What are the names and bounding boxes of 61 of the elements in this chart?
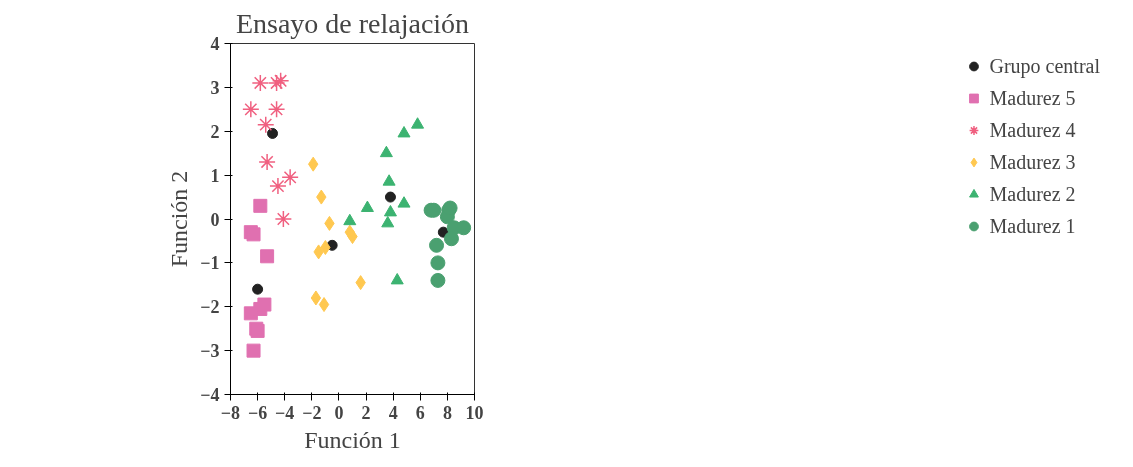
- point: [411, 117, 425, 129]
- y-tick-label: −4: [200, 385, 220, 405]
- point: [381, 215, 395, 228]
- y-tick-label: 0: [210, 209, 220, 230]
- point: [383, 204, 397, 217]
- point: [267, 127, 279, 139]
- legend-label: Madurez 3: [989, 150, 1076, 174]
- point: [267, 74, 286, 92]
- legend-label: Madurez 5: [989, 86, 1076, 110]
- y-tick-label: −1: [200, 253, 220, 274]
- point: [430, 255, 446, 271]
- x-tick-label: 6: [415, 402, 425, 423]
- y-tick-label: 2: [210, 121, 220, 142]
- x-tick-label: −6: [247, 402, 268, 423]
- point: [379, 145, 393, 158]
- point: [390, 273, 404, 285]
- x-tick-label: 8: [442, 402, 452, 423]
- point: [258, 153, 276, 171]
- x-tick-label: −8: [220, 402, 241, 423]
- point: [242, 100, 260, 119]
- point: [274, 210, 293, 228]
- point: [281, 168, 299, 187]
- x-tick-label: 4: [388, 402, 398, 423]
- legend-label: Madurez 1: [989, 214, 1076, 238]
- point: [246, 343, 261, 358]
- point: [360, 200, 374, 212]
- x-tick-label: −4: [275, 402, 295, 423]
- y-axis-title: Función 2: [166, 170, 193, 268]
- x-tick-label: 0: [334, 402, 344, 423]
- point: [253, 198, 268, 213]
- x-tick-label: 10: [465, 402, 484, 423]
- x-tick-label: 2: [361, 402, 371, 423]
- y-tick-label: −3: [200, 341, 220, 362]
- point: [397, 126, 411, 138]
- legend-label: Grupo central: [989, 54, 1100, 78]
- y-tick-label: −2: [200, 297, 220, 318]
- y-tick-label: 3: [210, 77, 220, 98]
- point: [343, 213, 357, 226]
- point: [252, 283, 264, 295]
- point: [397, 196, 411, 208]
- point: [257, 297, 272, 312]
- point: [310, 290, 322, 306]
- point: [384, 191, 396, 203]
- point: [430, 272, 446, 288]
- x-axis-title: Función 1: [304, 426, 401, 453]
- legend-label: Madurez 2: [989, 182, 1076, 206]
- point: [429, 237, 445, 253]
- point: [443, 231, 459, 247]
- point: [256, 115, 275, 134]
- y-tick-label: 4: [210, 34, 220, 54]
- point: [269, 177, 287, 195]
- chart-title: Ensayo de relajación: [235, 7, 470, 39]
- point: [271, 72, 290, 90]
- y-tick-label: 1: [210, 165, 220, 186]
- x-tick-label: −2: [302, 402, 322, 423]
- legend-label: Madurez 4: [989, 118, 1076, 142]
- point: [260, 249, 275, 264]
- point: [382, 174, 396, 186]
- point: [318, 297, 330, 313]
- point: [267, 100, 286, 119]
- point: [251, 74, 270, 92]
